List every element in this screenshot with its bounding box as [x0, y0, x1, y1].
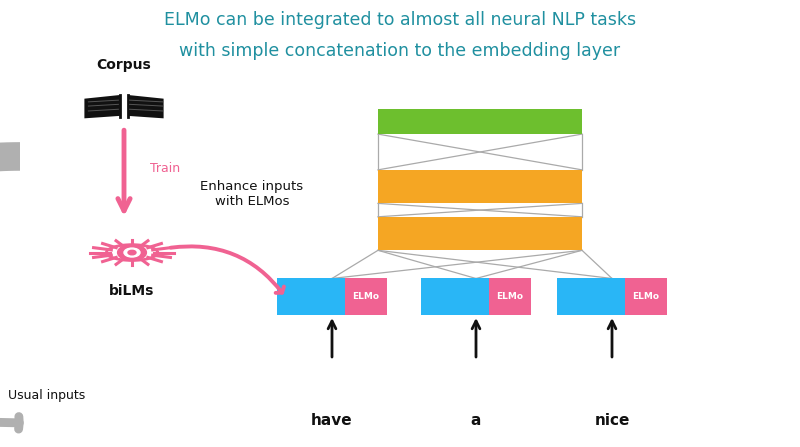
- Text: ELMo: ELMo: [497, 292, 523, 301]
- Text: Train: Train: [150, 162, 180, 175]
- FancyBboxPatch shape: [378, 217, 582, 250]
- Text: Enhance inputs
with ELMos: Enhance inputs with ELMos: [201, 181, 303, 208]
- Circle shape: [118, 245, 146, 261]
- Text: Corpus: Corpus: [97, 58, 151, 72]
- Text: biLMs: biLMs: [110, 283, 154, 298]
- Text: ELMo: ELMo: [633, 292, 659, 301]
- Text: a: a: [471, 413, 481, 428]
- FancyBboxPatch shape: [626, 278, 667, 315]
- FancyArrowPatch shape: [0, 417, 19, 429]
- FancyBboxPatch shape: [558, 278, 626, 315]
- Text: ELMo: ELMo: [353, 292, 379, 301]
- FancyBboxPatch shape: [378, 109, 582, 134]
- Text: have: have: [311, 413, 353, 428]
- FancyBboxPatch shape: [346, 278, 387, 315]
- Polygon shape: [128, 95, 164, 118]
- FancyArrowPatch shape: [170, 246, 284, 293]
- FancyBboxPatch shape: [421, 278, 489, 315]
- Circle shape: [128, 250, 136, 255]
- FancyBboxPatch shape: [378, 170, 582, 203]
- Text: ELMo can be integrated to almost all neural NLP tasks: ELMo can be integrated to almost all neu…: [164, 11, 636, 29]
- FancyBboxPatch shape: [277, 278, 346, 315]
- Text: with simple concatenation to the embedding layer: with simple concatenation to the embeddi…: [179, 42, 621, 60]
- Text: Usual inputs: Usual inputs: [8, 389, 86, 402]
- Circle shape: [124, 248, 140, 257]
- FancyBboxPatch shape: [489, 278, 531, 315]
- Polygon shape: [85, 95, 120, 118]
- Polygon shape: [0, 142, 20, 437]
- Text: nice: nice: [594, 413, 630, 428]
